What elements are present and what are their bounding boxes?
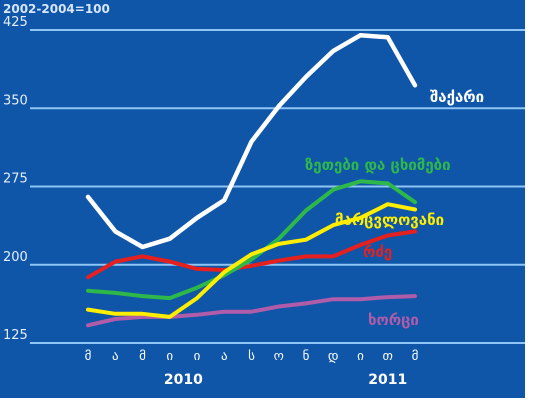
y-tick-labels: 125 200 275 350 425 xyxy=(3,15,28,343)
y-tick-label: 425 xyxy=(3,15,28,30)
x-tick-label: ა xyxy=(112,349,119,364)
series-label-2: მარცვლოვანი xyxy=(335,211,444,229)
y-tick-label: 350 xyxy=(3,93,28,108)
series-label-1: ზეთები და ცხიმები xyxy=(305,156,451,174)
x-tick-label: ნ xyxy=(303,349,310,364)
plot-panel xyxy=(0,0,525,398)
series-line-4 xyxy=(86,294,417,328)
x-tick-label: დ xyxy=(328,349,339,364)
x-tick-label: მ xyxy=(85,349,92,364)
series-label-4: ხორცი xyxy=(368,311,419,329)
x-tick-label: მ xyxy=(139,349,146,364)
x-tick-label: ს xyxy=(248,349,255,364)
x-tick-label: ი xyxy=(194,349,201,364)
x-tick-label: ი xyxy=(357,349,364,364)
x-tick-label: ი xyxy=(166,349,173,364)
series-line-0 xyxy=(85,32,418,250)
x-tick-label: ა xyxy=(221,349,228,364)
unit-label: 2002-2004=100 xyxy=(3,2,110,16)
x-tick-label: მ xyxy=(412,349,419,364)
series-line-2 xyxy=(86,202,417,319)
series-labels: შაქარი ზეთები და ცხიმები მარცვლოვანი რძე ხორ… xyxy=(305,88,484,329)
x-tick-label: თ xyxy=(383,349,393,364)
series-line-3 xyxy=(86,229,417,280)
year-label: 2011 xyxy=(368,372,407,388)
x-tick-label: ო xyxy=(274,349,284,364)
y-tick-label: 125 xyxy=(3,328,28,343)
series-line-1 xyxy=(86,179,417,301)
y-tick-label: 200 xyxy=(3,250,28,265)
year-labels: 2010 2011 xyxy=(164,372,407,388)
series-lines xyxy=(85,32,418,328)
y-tick-label: 275 xyxy=(3,172,28,187)
series-label-0: შაქარი xyxy=(430,88,484,106)
year-label: 2010 xyxy=(164,372,203,388)
series-label-3: რძე xyxy=(363,243,392,261)
